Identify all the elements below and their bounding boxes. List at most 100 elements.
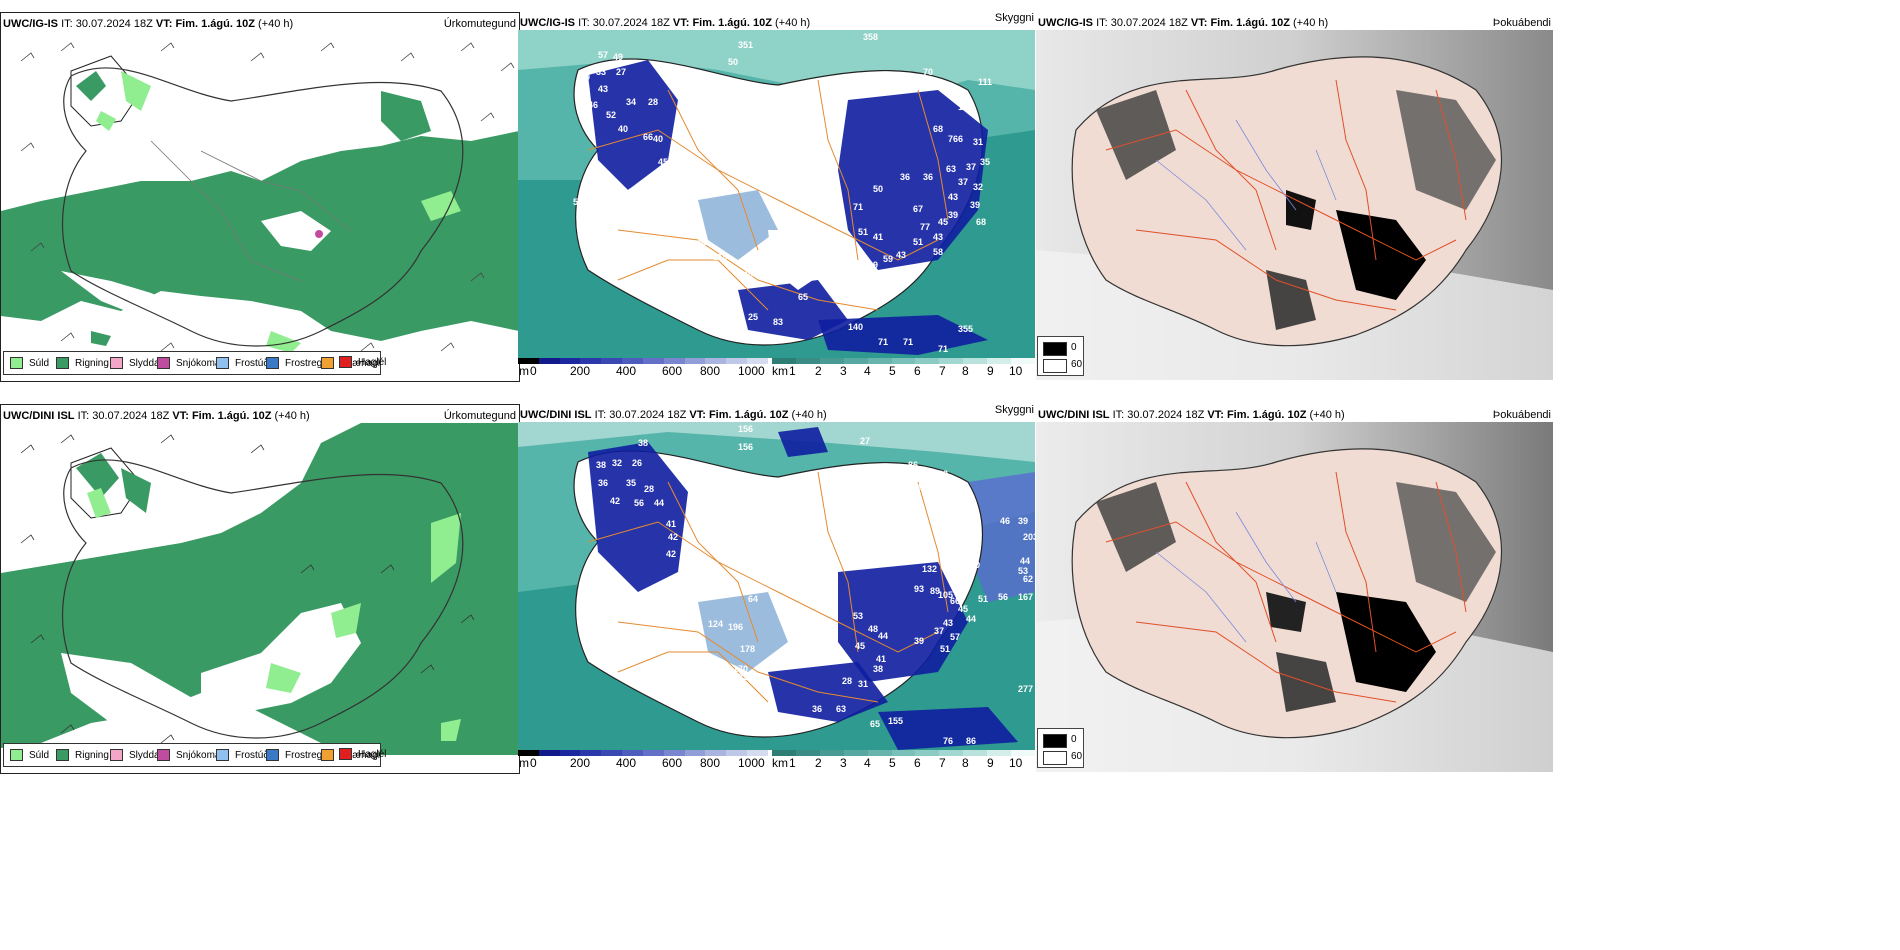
visibility-value-label: 33	[596, 67, 606, 77]
visibility-value-label: 766	[948, 134, 963, 144]
colorbar-tick: 800	[700, 364, 721, 378]
colorbar-tick: 10	[1009, 364, 1023, 378]
colorbar-tick: 400	[616, 756, 637, 770]
visibility-value-label: 50	[873, 184, 883, 194]
visibility-value-label: 71	[878, 337, 888, 347]
visibility-value-label: 66	[643, 132, 653, 142]
legend-item: Slydda	[110, 357, 160, 369]
legend-item: Frostregn	[266, 357, 328, 369]
visibility-value-label: 59	[883, 254, 893, 264]
visibility-value-label: 51	[858, 227, 868, 237]
colorbar-tick: 5	[889, 756, 896, 770]
panel-title: Úrkomutegund	[443, 410, 516, 422]
visibility-colorbar-km	[772, 358, 1035, 364]
visibility-value-label: 28	[648, 97, 658, 107]
colorbar-tick: 7	[939, 364, 946, 378]
visibility-value-label: 53	[853, 611, 863, 621]
visibility-value-label: 358	[863, 32, 878, 42]
legend-item: Snjókoma	[157, 749, 220, 761]
visibility-value-label: 64	[693, 220, 703, 230]
visibility-value-label: 203	[1023, 532, 1035, 542]
legend-item: Haglél	[339, 748, 386, 760]
visibility-value-label: 86	[908, 460, 918, 470]
visibility-value-label: 98	[628, 187, 638, 197]
fog-legend: 0 60	[1037, 728, 1084, 768]
visibility-value-label: 70	[923, 67, 933, 77]
visibility-value-label: 26	[632, 458, 642, 468]
visibility-value-label: 63	[946, 164, 956, 174]
visibility-value-label: 43	[933, 232, 943, 242]
visibility-value-label: 111	[978, 77, 992, 87]
visibility-value-label: 38	[596, 460, 606, 470]
visibility-value-label: 44	[654, 498, 664, 508]
visibility-value-label: 27	[860, 436, 870, 446]
visibility-value-label: 36	[812, 704, 822, 714]
visibility-value-label: 124	[708, 619, 723, 629]
visibility-value-label: 83	[773, 317, 783, 327]
visibility-value-label: 132	[648, 192, 663, 202]
visibility-value-label: 140	[848, 322, 863, 332]
colorbar-tick: 600	[662, 364, 683, 378]
panel-header: UWC/IG-IS IT: 30.07.2024 18Z VT: Fim. 1.…	[1038, 17, 1329, 29]
visibility-value-label: 38	[873, 664, 883, 674]
colorbar-tick: 600	[662, 756, 683, 770]
visibility-value-label: 89	[930, 586, 940, 596]
visibility-value-label: 57	[950, 632, 960, 642]
legend-item: Slydda	[110, 749, 160, 761]
legend-item: Frostregn	[266, 749, 328, 761]
visibility-value-label: 51	[670, 187, 680, 197]
visibility-value-label: 93	[914, 584, 924, 594]
panel-header: UWC/IG-IS IT: 30.07.2024 18Z VT: Fim. 1.…	[3, 18, 294, 30]
visibility-value-label: 39	[883, 284, 893, 294]
precip-panel-top: UWC/IG-IS IT: 30.07.2024 18Z VT: Fim. 1.…	[0, 12, 520, 382]
colorbar-tick: 8	[962, 756, 969, 770]
visibility-value-label: 156	[580, 586, 595, 596]
visibility-value-label: 45	[958, 604, 968, 614]
visibility-value-label: 167	[1018, 592, 1033, 602]
visibility-value-label: 45	[658, 157, 668, 167]
visibility-value-label: 40	[580, 84, 590, 94]
visibility-value-label: 51	[940, 644, 950, 654]
colorbar-tick: 3	[840, 364, 847, 378]
visibility-value-label: 27	[616, 67, 626, 77]
visibility-value-label: 65	[798, 292, 808, 302]
panel-header: UWC/IG-IS IT: 30.07.2024 18Z VT: Fim. 1.…	[520, 17, 811, 29]
visibility-value-label: 68	[933, 124, 943, 134]
visibility-value-label: 640	[738, 270, 753, 280]
visibility-value-label: 86	[966, 736, 976, 746]
panel-title: Skyggni	[994, 12, 1034, 24]
fog-panel-top: UWC/IG-IS IT: 30.07.2024 18Z VT: Fim. 1.…	[1036, 12, 1554, 380]
fog-map	[1036, 422, 1553, 772]
visibility-value-label: 71	[938, 344, 948, 354]
visibility-value-label: 68	[976, 217, 986, 227]
visibility-colorbar-m	[518, 750, 768, 756]
panel-header: UWC/DINI ISL IT: 30.07.2024 18Z VT: Fim.…	[520, 409, 827, 421]
visibility-value-label: 181	[913, 482, 928, 492]
fog-legend-label: 60	[1071, 751, 1083, 762]
visibility-value-label: 32	[973, 182, 983, 192]
colorbar-tick: 4	[864, 756, 871, 770]
visibility-value-label: 66	[950, 596, 960, 606]
colorbar-tick: 6	[914, 756, 921, 770]
visibility-value-label: 45	[938, 217, 948, 227]
colorbar-unit-m: m	[519, 364, 529, 378]
visibility-value-label: 233	[738, 672, 753, 682]
visibility-value-label: 165	[713, 676, 728, 686]
panel-title: Úrkomutegund	[443, 18, 516, 30]
visibility-map: 57 49 50 33 27 40 43 46 52 34 28 40 66 45 40 51 79 58 98 13…	[518, 30, 1035, 358]
colorbar-tick: 200	[570, 756, 591, 770]
colorbar-tick: 9	[987, 364, 994, 378]
visibility-value-label: 355	[958, 324, 973, 334]
visibility-colorbar-km	[772, 750, 1035, 756]
visibility-value-label: 43	[943, 618, 953, 628]
colorbar-tick: 0	[530, 756, 537, 770]
visibility-value-label: 63	[938, 469, 948, 479]
colorbar-tick: 1000	[738, 364, 765, 378]
colorbar-tick: 800	[700, 756, 721, 770]
visibility-value-label: 35	[948, 559, 958, 569]
visibility-value-label: 39	[948, 210, 958, 220]
visibility-value-label: 45	[855, 641, 865, 651]
panel-title: Þokuábendi	[1492, 409, 1551, 421]
colorbar-tick: 1000	[738, 756, 765, 770]
colorbar-tick: 6	[914, 364, 921, 378]
